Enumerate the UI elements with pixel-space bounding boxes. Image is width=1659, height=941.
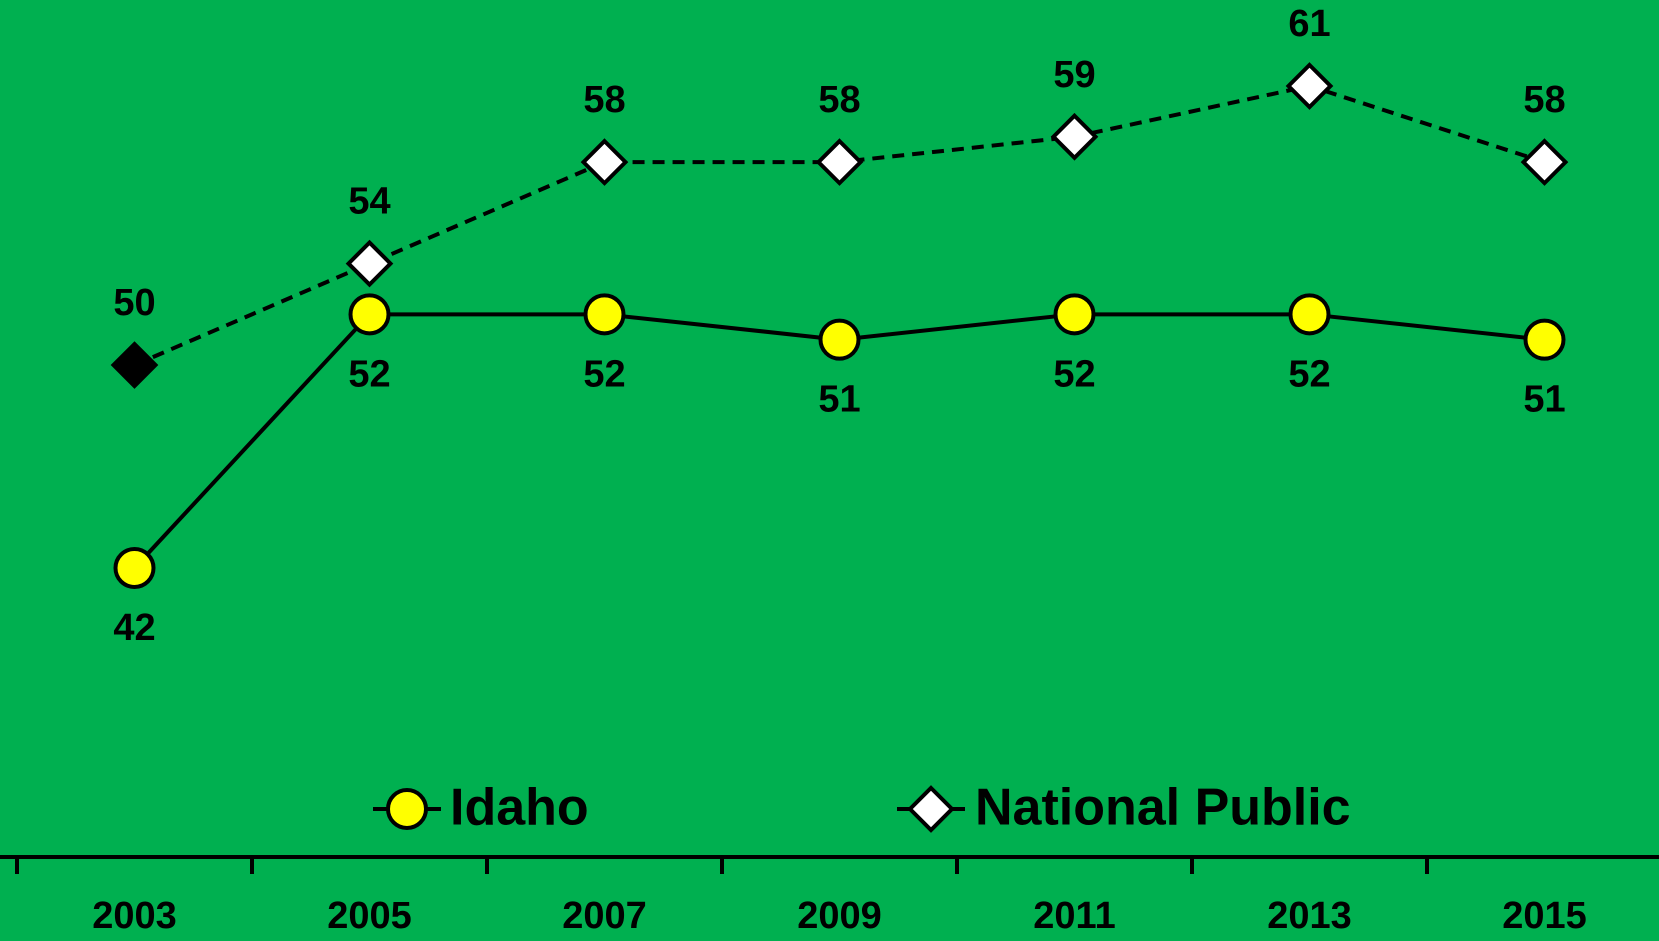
x-tick-label: 2011 bbox=[1033, 895, 1115, 937]
data-point bbox=[1053, 293, 1096, 336]
data-label: 54 bbox=[348, 181, 390, 223]
data-label: 58 bbox=[583, 79, 625, 121]
data-label: 52 bbox=[1288, 353, 1330, 395]
legend-label: Idaho bbox=[450, 779, 589, 837]
legend-marker bbox=[907, 785, 955, 833]
x-tick-label: 2007 bbox=[562, 895, 647, 937]
x-tick-label: 2015 bbox=[1502, 895, 1587, 937]
data-label: 51 bbox=[1523, 379, 1565, 421]
legend-label: National Public bbox=[975, 779, 1351, 837]
data-point bbox=[818, 318, 861, 361]
data-point bbox=[345, 239, 394, 288]
data-point bbox=[815, 138, 864, 186]
data-label: 50 bbox=[113, 282, 155, 324]
data-label: 52 bbox=[583, 353, 625, 395]
x-tick-label: 2003 bbox=[92, 895, 177, 937]
data-label: 42 bbox=[113, 607, 155, 649]
x-tick-label: 2009 bbox=[797, 895, 882, 937]
data-label: 59 bbox=[1053, 54, 1095, 96]
data-point bbox=[1520, 138, 1569, 186]
data-point bbox=[580, 138, 629, 186]
x-tick-label: 2013 bbox=[1267, 895, 1352, 937]
x-tick-label: 2005 bbox=[327, 895, 412, 937]
data-point bbox=[113, 547, 156, 589]
legend-marker bbox=[386, 788, 428, 830]
data-label: 61 bbox=[1288, 3, 1330, 45]
data-label: 58 bbox=[818, 79, 860, 121]
data-point bbox=[1285, 62, 1334, 110]
data-label: 58 bbox=[1523, 79, 1565, 121]
data-point bbox=[110, 341, 159, 389]
data-point bbox=[583, 293, 626, 336]
data-point bbox=[348, 293, 391, 336]
data-label: 51 bbox=[818, 379, 860, 421]
data-label: 52 bbox=[348, 353, 390, 395]
data-point bbox=[1050, 112, 1099, 161]
data-point bbox=[1288, 293, 1331, 336]
data-label: 52 bbox=[1053, 353, 1095, 395]
data-point bbox=[1523, 318, 1566, 361]
